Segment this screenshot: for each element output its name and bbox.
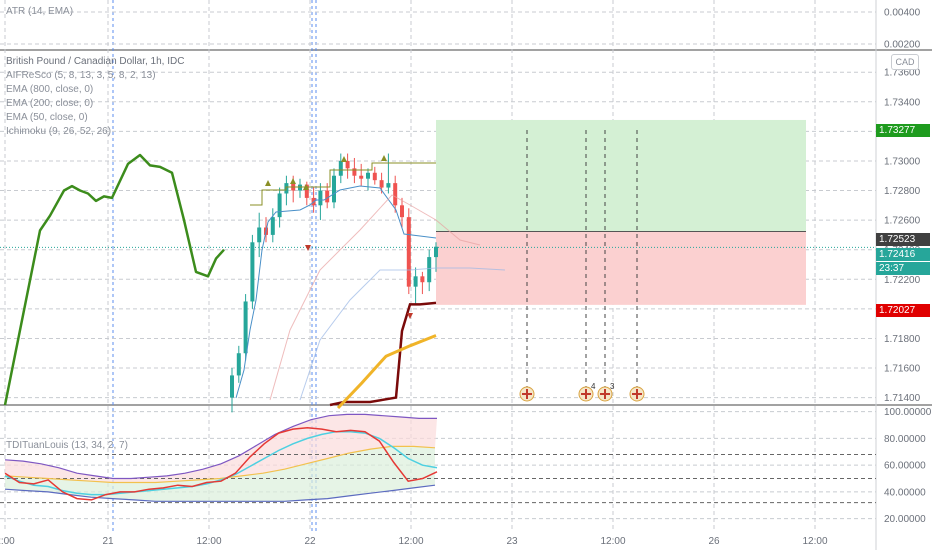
indicator-label-ema200[interactable]: EMA (200, close, 0)	[6, 98, 94, 109]
candle-body	[434, 246, 438, 258]
candle-body	[366, 172, 370, 179]
time-axis-label: 12:00	[802, 536, 827, 547]
candle-body	[318, 190, 323, 206]
event-count-label: 3	[610, 382, 615, 391]
time-axis-label: 12:00	[196, 536, 221, 547]
fractal-resistance-line	[250, 162, 436, 206]
tdi-tick-label: 80.00000	[884, 434, 926, 445]
candle-body	[243, 301, 248, 354]
candle-body	[420, 276, 425, 283]
fractal-up-marker	[381, 155, 387, 161]
target-price-tag: 1.73277	[876, 124, 930, 137]
indicator-label-ichimoku[interactable]: Ichimoku (9, 26, 52, 26)	[6, 126, 112, 137]
entry-price-tag: 1.72523	[876, 233, 930, 246]
tdi-tick-label: 20.00000	[884, 514, 926, 525]
ichimoku-lagging-line	[3, 153, 225, 406]
tdi-tick-label: 60.00000	[884, 461, 926, 472]
candle-body	[400, 205, 404, 218]
time-axis-label: 22	[304, 536, 316, 547]
candle-body	[298, 184, 302, 191]
candle-body	[345, 160, 350, 169]
candle-body	[386, 183, 391, 188]
indicator-label-ema50[interactable]: EMA (50, close, 0)	[6, 112, 88, 123]
price-tick-label: 1.72600	[884, 216, 921, 227]
tdi-upper-band	[4, 413, 437, 480]
ema-800-line	[329, 301, 437, 407]
candle-body	[427, 257, 432, 283]
fractal-up-marker	[290, 178, 296, 184]
tdi-tick-label: 40.00000	[884, 487, 926, 498]
candle-body	[304, 184, 309, 198]
tdi-lower-band	[4, 484, 436, 502]
ichimoku-base-line	[235, 185, 437, 399]
price-tick-label: 1.73400	[884, 97, 921, 108]
symbol-label: British Pound / Canadian Dollar, 1h, IDC	[6, 56, 185, 67]
candle-body	[236, 353, 241, 376]
candle-body	[257, 227, 262, 243]
price-tick-label: 1.71800	[884, 334, 921, 345]
ema-200-line	[336, 334, 437, 410]
price-tick-label: 1.71400	[884, 393, 921, 404]
candle-body	[352, 168, 357, 176]
candle-body	[338, 160, 343, 176]
fractal-down-marker	[305, 245, 311, 251]
atr-tick-label: 0.00200	[884, 40, 921, 51]
price-tick-label: 1.72200	[884, 275, 921, 286]
tdi-rsi-price-line	[4, 426, 438, 501]
last-price-tag: 1.72416	[876, 248, 930, 261]
price-tick-label: 1.71600	[884, 364, 921, 375]
indicator-label-ema800[interactable]: EMA (800, close, 0)	[6, 84, 94, 95]
tdi-market-base	[4, 445, 436, 484]
time-axis-label: 21	[102, 536, 114, 547]
time-axis-label: 2:00	[0, 536, 15, 547]
tdi-tick-label: 100.00000	[884, 407, 932, 418]
time-axis-label: 12:00	[398, 536, 423, 547]
candle-body	[325, 190, 330, 203]
candle-body	[270, 217, 275, 235]
price-tick-label: 1.73000	[884, 156, 921, 167]
candle-body	[230, 375, 234, 398]
price-tick-label: 1.72800	[884, 186, 921, 197]
time-axis-label: 12:00	[600, 536, 625, 547]
price-axis-background	[876, 0, 932, 550]
long-target-zone	[436, 119, 806, 232]
time-axis-label: 26	[708, 536, 720, 547]
fractal-up-marker	[341, 156, 347, 162]
tdi-lower-fill	[5, 446, 435, 502]
candle-body	[250, 242, 255, 302]
candle-body	[332, 175, 336, 203]
bar-countdown-tag: 23:37	[876, 262, 930, 275]
candle-body	[372, 172, 377, 181]
ichimoku-span-b-line	[299, 267, 506, 401]
atr-indicator-label[interactable]: ATR (14, EMA)	[6, 6, 74, 17]
event-count-label: 4	[591, 382, 596, 391]
candle-body	[413, 276, 418, 287]
candle-body	[406, 217, 411, 287]
long-stop-zone	[436, 231, 806, 305]
tdi-indicator-label[interactable]: TDITuanLouis (13, 34, 2, 7)	[6, 440, 128, 451]
currency-badge[interactable]: CAD	[891, 54, 919, 70]
tdi-signal-line	[4, 430, 438, 496]
stop-price-tag: 1.72027	[876, 304, 930, 317]
tdi-upper-fill	[5, 414, 437, 483]
candle-body	[379, 180, 384, 188]
indicator-label-alfresco[interactable]: AIFReSco (5, 8, 13, 3, 5, 8, 2, 13)	[6, 70, 156, 81]
candle-body	[277, 193, 282, 218]
fractal-down-marker	[407, 313, 413, 319]
time-axis-label: 23	[506, 536, 518, 547]
candle-body	[359, 175, 364, 179]
fractal-up-marker	[265, 180, 271, 186]
atr-tick-label: 0.00400	[884, 8, 921, 19]
ichimoku-span-a-line	[269, 194, 481, 401]
price-tick-label: 1.73600	[884, 68, 921, 79]
candle-body	[393, 183, 398, 206]
